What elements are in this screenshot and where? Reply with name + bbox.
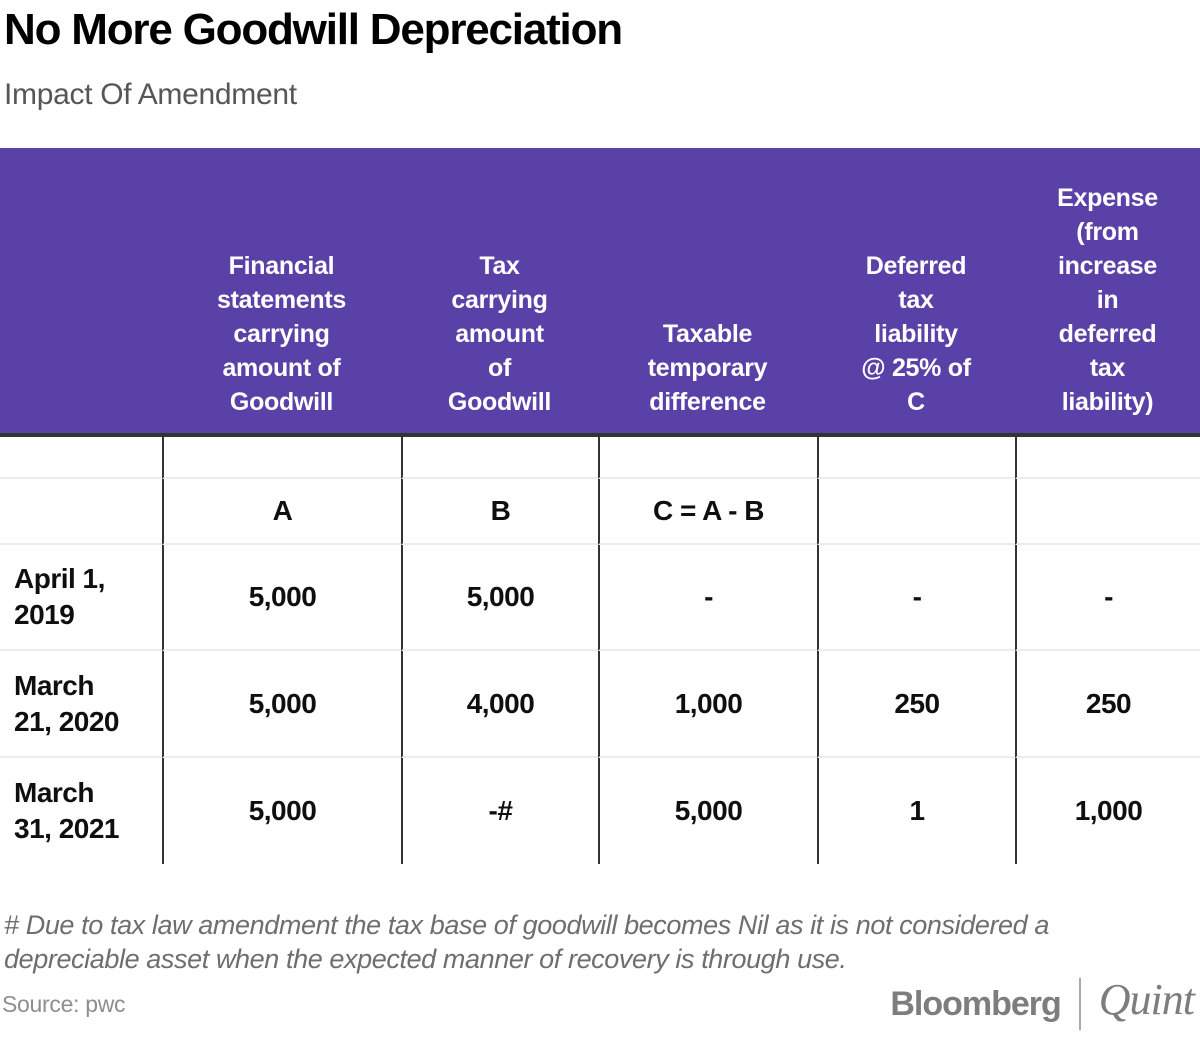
value-cell [817,479,1015,545]
value-cell: 1 [817,758,1015,864]
value-cell: 1,000 [1015,758,1200,864]
value-cell: - [598,545,817,651]
table-row-0 [0,437,1200,479]
row-label-cell [0,479,162,545]
column-header-1: Financial statements carrying amount of … [217,252,346,416]
value-cell: 5,000 [162,758,401,864]
value-cell: 5,000 [598,758,817,864]
logo-divider [1078,978,1081,1030]
value-cell: 5,000 [162,545,401,651]
page-title: No More Goodwill Depreciation [4,5,623,54]
row-label-cell: March 31, 2021 [14,777,120,844]
value-cell [1015,479,1200,545]
value-cell [162,437,401,479]
column-header-5: Expense (from increase in deferred tax l… [1057,184,1158,416]
table-column-header-band: Financial statements carrying amount of … [0,148,1200,433]
page-subtitle: Impact Of Amendment [4,78,297,111]
table-row-4: March 31, 2021 5,000 -# 5,000 1 1,000 [0,758,1200,864]
value-cell: B [401,479,598,545]
row-label-cell: April 1, 2019 [0,545,162,651]
bloomberg-quint-logo: Bloomberg Quint [890,975,1195,1030]
value-cell [817,437,1015,479]
value-cell: - [1015,545,1200,651]
value-cell: 250 [817,651,1015,758]
value-cell: 5,000 [162,651,401,758]
value-cell: 5,000 [401,545,598,651]
bloomberg-wordmark: Bloomberg [890,984,1061,1023]
row-label-cell: March 21, 2020 [0,651,162,758]
column-header-3: Taxable temporary difference [647,320,768,416]
value-cell [1015,437,1200,479]
quint-wordmark: Quint [1098,975,1195,1024]
table-row-2: April 1, 2019 5,000 5,000- - - [0,545,1200,651]
column-header-2: Tax carrying amount of Goodwill [447,252,552,416]
chart-header: No More Goodwill Depreciation Impact Of … [0,0,1200,148]
attribution-row: Source: pwc Bloomberg Quint [0,975,1195,1030]
value-cell: 1,000 [598,651,817,758]
source-label: Source: pwc [2,990,126,1017]
value-cell: 4,000 [401,651,598,758]
value-cell: -# [401,758,598,864]
value-cell [401,437,598,479]
row-label-cell [0,437,162,479]
table-row-3: March 21, 2020 5,000 4,000 1,000 250 250 [0,651,1200,758]
value-cell: C = A - B [598,479,817,545]
column-header-0 [0,419,162,433]
value-cell: - [817,545,1015,651]
value-cell: A [162,479,401,545]
value-cell: 250 [1015,651,1200,758]
value-cell [598,437,817,479]
footnote-text: # Due to tax law amendment the tax base … [4,910,1049,974]
column-header-4: Deferred tax liability @ 25% of C [861,252,971,416]
